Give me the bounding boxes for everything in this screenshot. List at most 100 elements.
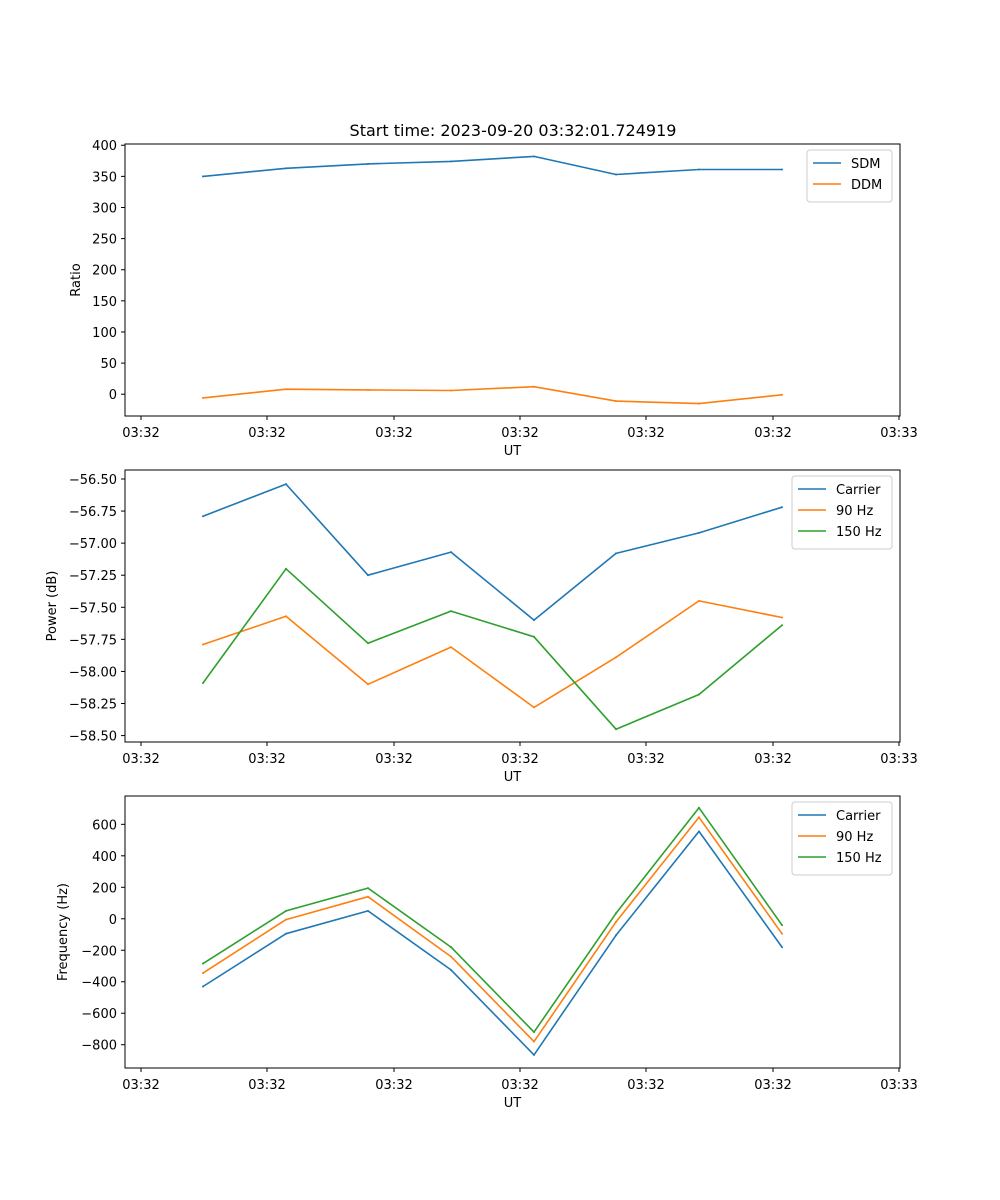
y-tick-label: −600 [81, 1007, 117, 1022]
data-point [450, 646, 452, 649]
y-tick-label: −58.00 [69, 665, 117, 680]
y-tick-label: −58.50 [69, 730, 117, 745]
data-point [781, 924, 783, 927]
legend-label: 150 Hz [836, 851, 882, 866]
legend-label: 90 Hz [836, 504, 873, 519]
data-point [202, 643, 204, 646]
data-point [615, 400, 617, 403]
data-point [615, 173, 617, 176]
y-tick-label: −56.75 [69, 505, 117, 520]
x-tick-label: 03:32 [375, 1078, 412, 1093]
data-point [615, 728, 617, 731]
series-line-150-hz [202, 806, 783, 1033]
x-tick-label: 03:32 [122, 426, 159, 441]
data-point [450, 389, 452, 392]
legend-label: 90 Hz [836, 830, 873, 845]
y-tick-label: 200 [92, 264, 117, 279]
frequency-panel: −800 −600 −400 −200 0 200 400 600 03:32 03:32 03:3… [56, 795, 918, 1111]
x-tick-label: 03:32 [248, 752, 285, 767]
data-point [781, 168, 783, 171]
data-point [698, 806, 700, 809]
y-tick-label: 300 [92, 201, 117, 216]
series-line-sdm [202, 155, 782, 178]
y-tick-label: 100 [92, 326, 117, 341]
ratio-panel: 0 50 100 150 200 250 300 350 400 03:32 03:32 03:32 0… [69, 139, 918, 459]
y-tick-label: 600 [92, 818, 117, 833]
y-tick-label: 350 [92, 170, 117, 185]
y-axis-label: Frequency (Hz) [56, 883, 71, 981]
data-point [202, 985, 204, 988]
series-line-carrier [202, 483, 783, 621]
series-line-ddm [202, 385, 783, 405]
x-tick-label: 03:32 [754, 426, 791, 441]
data-point [615, 912, 617, 915]
data-point [698, 402, 700, 405]
x-tick-label: 03:32 [375, 752, 412, 767]
data-point [533, 635, 535, 638]
data-point [367, 642, 369, 645]
data-point [698, 830, 700, 833]
data-point [285, 567, 287, 570]
x-tick-label: 03:32 [248, 426, 285, 441]
y-tick-label: 150 [92, 295, 117, 310]
y-axis-label: Ratio [69, 263, 84, 296]
y-tick-label: 0 [109, 388, 117, 403]
x-tick-label: 03:32 [122, 1078, 159, 1093]
data-point [285, 483, 287, 486]
x-tick-label: 03:32 [501, 752, 538, 767]
x-tick-label: 03:32 [501, 426, 538, 441]
y-tick-label: −800 [81, 1039, 117, 1054]
data-point [202, 972, 204, 975]
x-tick-label: 03:32 [627, 1078, 664, 1093]
data-point [367, 887, 369, 890]
x-axis-label: UT [504, 770, 522, 785]
data-point [450, 160, 452, 163]
data-point [285, 388, 287, 391]
y-tick-label: −57.00 [69, 537, 117, 552]
data-point [533, 1040, 535, 1043]
data-point [202, 175, 204, 178]
x-tick-label: 03:32 [627, 752, 664, 767]
y-tick-label: −57.25 [69, 569, 117, 584]
y-tick-label: −56.50 [69, 473, 117, 488]
data-point [533, 1031, 535, 1034]
data-point [615, 656, 617, 659]
data-point [698, 816, 700, 819]
data-point [450, 551, 452, 554]
power-panel: −58.50 −58.25 −58.00 −57.75 −57.50 −57.25 −57.… [45, 469, 918, 785]
y-tick-label: 200 [92, 881, 117, 896]
data-point [202, 515, 204, 518]
x-tick-label: 03:32 [122, 752, 159, 767]
data-point [367, 895, 369, 898]
data-point [285, 909, 287, 912]
data-point [202, 396, 204, 399]
data-point [698, 531, 700, 534]
legend-label: Carrier [836, 809, 881, 824]
x-axis-label: UT [504, 1096, 522, 1111]
x-axis-label: UT [504, 444, 522, 459]
data-point [533, 1053, 535, 1056]
data-point [450, 955, 452, 958]
data-point [781, 624, 783, 627]
data-point [202, 962, 204, 965]
data-point [615, 552, 617, 555]
legend-label: Carrier [836, 483, 881, 498]
data-point [781, 506, 783, 509]
y-tick-label: 50 [100, 357, 117, 372]
data-point [285, 932, 287, 935]
axes-frame [124, 143, 901, 417]
data-point [698, 693, 700, 696]
data-point [285, 615, 287, 618]
y-tick-label: −400 [81, 976, 117, 991]
axes-frame [124, 469, 901, 743]
data-point [285, 918, 287, 921]
data-point [615, 920, 617, 923]
x-tick-label: 03:33 [880, 1078, 917, 1093]
data-point [533, 385, 535, 388]
y-tick-label: 400 [92, 139, 117, 154]
data-point [450, 946, 452, 949]
y-tick-label: 250 [92, 233, 117, 248]
y-tick-label: −57.50 [69, 601, 117, 616]
series-line-90-hz [202, 600, 783, 709]
